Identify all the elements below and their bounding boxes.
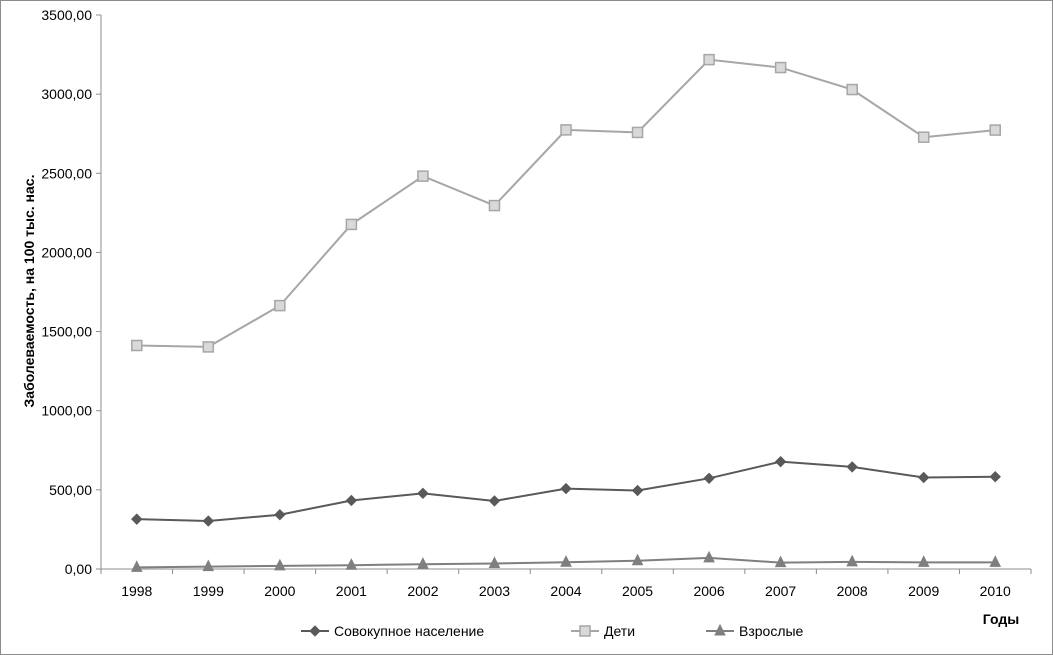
data-point: [846, 554, 858, 567]
x-axis-ticks: 1998 1999 2000 2001 2002 2003 2004 2005 2006 2007…: [100, 569, 1032, 599]
x-axis-title: Годы: [983, 611, 1019, 627]
y-tick-label: 500,00: [49, 482, 92, 498]
x-tick-label: 2004: [550, 583, 581, 599]
legend: Совокупное население Дети Взрослые: [301, 623, 804, 639]
data-point: [917, 131, 930, 143]
y-axis-ticks: 0,00 500,00 1000,00 1500,00 2000,00 2500,00 30…: [41, 7, 101, 577]
data-point: [774, 61, 787, 74]
data-point: [130, 560, 143, 572]
x-tick-label: 2002: [407, 583, 438, 599]
x-tick-label: 2008: [837, 583, 868, 599]
data-point: [560, 555, 572, 567]
x-tick-label: 1998: [121, 583, 152, 599]
y-axis-title: Заболеваемость, на 100 тыс. нас.: [21, 175, 37, 408]
data-point: [417, 170, 429, 182]
x-tick-label: 2001: [336, 583, 367, 599]
x-tick-label: 2000: [264, 583, 295, 599]
series-line: [136, 58, 996, 348]
y-tick-label: 1000,00: [41, 403, 92, 419]
data-point: [917, 471, 930, 484]
data-point: [989, 471, 1001, 483]
data-point: [917, 555, 930, 567]
legend-label: Совокупное население: [334, 623, 484, 639]
data-point: [417, 487, 429, 500]
data-point: [703, 53, 715, 66]
data-point: [989, 555, 1002, 567]
x-tick-label: 2003: [479, 583, 510, 599]
y-tick-label: 0,00: [65, 561, 92, 577]
y-tick-label: 2000,00: [41, 244, 92, 260]
series-layer: [130, 53, 1002, 572]
series-group: [130, 550, 1002, 572]
data-point: [202, 341, 215, 353]
data-point: [202, 559, 215, 572]
data-point: [345, 558, 358, 570]
legend-label: Взрослые: [739, 623, 804, 639]
x-tick-label: 1999: [193, 583, 224, 599]
data-point: [631, 484, 644, 497]
y-tick-label: 3500,00: [41, 7, 92, 23]
data-point: [846, 83, 858, 96]
x-tick-label: 2007: [765, 583, 796, 599]
x-tick-label: 2005: [622, 583, 653, 599]
data-point: [846, 461, 858, 473]
data-point: [631, 126, 644, 139]
data-point: [131, 513, 143, 525]
legend-item: Дети: [571, 623, 635, 639]
data-point: [417, 557, 429, 569]
series-group: [131, 455, 1001, 527]
data-point: [488, 199, 501, 212]
legend-marker: [579, 625, 591, 637]
data-point: [774, 555, 787, 568]
legend-marker: [714, 623, 726, 636]
data-point: [631, 553, 644, 566]
data-point: [345, 494, 358, 507]
data-point: [703, 472, 715, 485]
data-point: [560, 124, 572, 136]
legend-label: Дети: [604, 623, 635, 639]
legend-item: Совокупное население: [301, 623, 484, 639]
y-tick-label: 2500,00: [41, 165, 92, 181]
data-point: [345, 218, 358, 231]
legend-marker: [309, 625, 321, 637]
series-group: [131, 53, 1001, 353]
y-tick-label: 3000,00: [41, 86, 92, 102]
data-point: [274, 509, 286, 521]
y-tick-label: 1500,00: [41, 324, 92, 340]
data-point: [560, 482, 572, 495]
data-point: [274, 558, 286, 571]
x-tick-label: 2006: [693, 583, 724, 599]
data-point: [703, 550, 715, 563]
data-point: [274, 299, 286, 312]
x-tick-label: 2010: [980, 583, 1011, 599]
legend-item: Взрослые: [706, 623, 804, 639]
data-point: [131, 339, 143, 352]
data-point: [774, 455, 787, 468]
data-point: [989, 124, 1001, 136]
x-tick-label: 2009: [908, 583, 939, 599]
data-point: [202, 515, 215, 527]
data-point: [488, 556, 501, 568]
data-point: [488, 495, 501, 507]
